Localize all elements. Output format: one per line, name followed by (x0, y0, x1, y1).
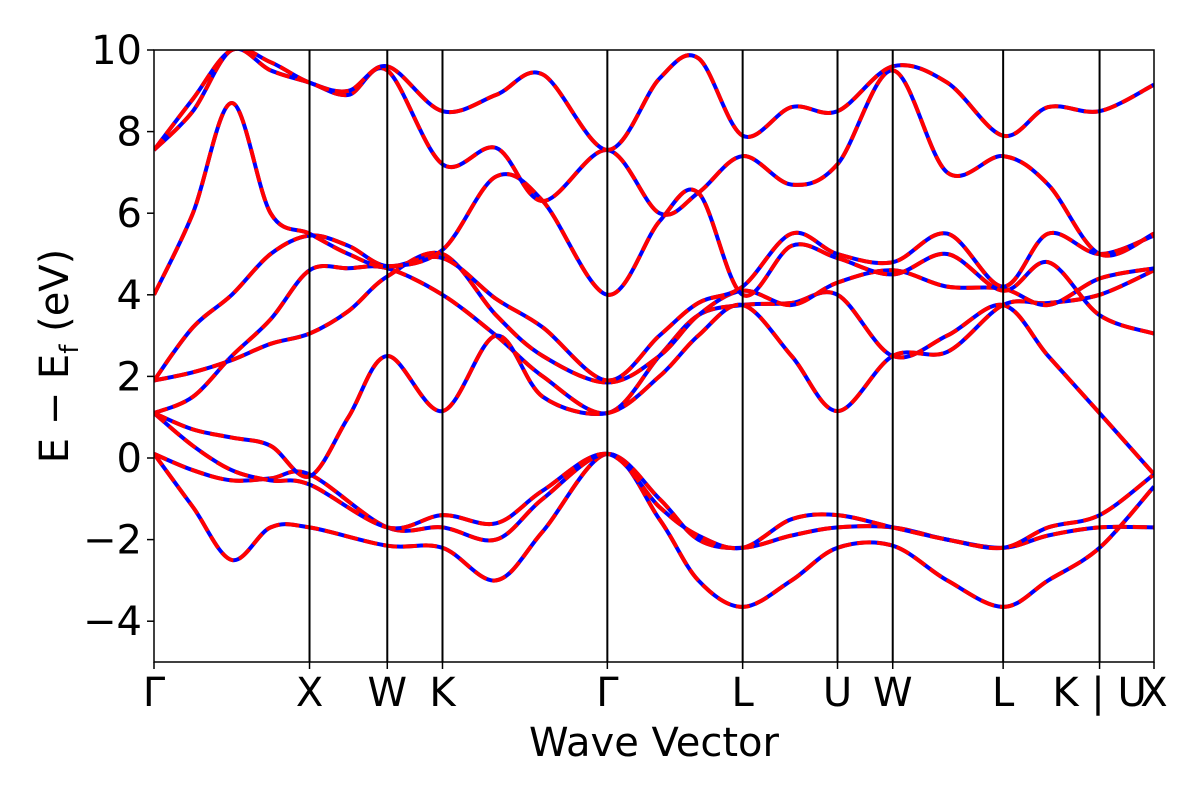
x-tick-label: L (731, 670, 754, 716)
y-tick-label: 10 (91, 28, 142, 74)
y-tick-label: 8 (117, 110, 142, 156)
band-line-dashed-5 (154, 268, 1154, 479)
y-axis-label-main: E − E (32, 354, 78, 464)
x-tick-label: W (873, 670, 913, 716)
band-line-dashed-4 (154, 264, 1154, 476)
y-axis-label-sub: f (55, 344, 85, 354)
band-line-dashed-8 (154, 100, 1154, 336)
y-tick-label: 6 (117, 191, 142, 237)
x-tick-label: X (1140, 670, 1167, 716)
band-line-dashed-10 (154, 50, 1154, 153)
x-tick-label: W (368, 670, 408, 716)
x-tick-label: Γ (143, 670, 166, 716)
high-symmetry-lines (308, 50, 1101, 662)
y-tick-label: 0 (117, 436, 142, 482)
band-line-dashed-7 (154, 230, 1154, 383)
x-tick-label: X (296, 670, 323, 716)
x-axis-label: Wave Vector (529, 720, 780, 766)
y-tick-label: −4 (83, 599, 142, 645)
band-line-dashed-6 (154, 250, 1154, 385)
bands-group (154, 50, 1154, 609)
y-tick-label: −2 (83, 518, 142, 564)
x-tick-label: Γ (596, 670, 619, 716)
y-ticks: −4 −2 0 2 4 6 8 10 (83, 28, 154, 645)
y-tick-label: 4 (117, 273, 142, 319)
x-tick-label: K (429, 670, 457, 716)
x-tick-label: K | U (1052, 670, 1146, 716)
plot-frame (153, 49, 1155, 663)
x-tick-label: U (823, 670, 852, 716)
band-line-dashed-3 (154, 411, 1154, 551)
band-line-dashed-1 (154, 451, 1154, 609)
y-axis-label-unit: (eV) (32, 249, 78, 345)
x-tick-label: L (992, 670, 1015, 716)
y-tick-label: 2 (117, 354, 142, 400)
y-axis-label: E − Ef (eV) (32, 249, 85, 464)
